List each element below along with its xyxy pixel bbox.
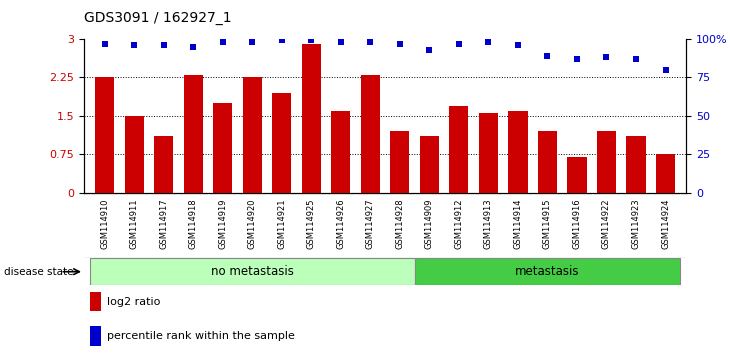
Bar: [95, 78, 114, 193]
Text: GSM114918: GSM114918: [188, 198, 198, 249]
Point: [364, 39, 376, 45]
Point: [99, 41, 110, 46]
Point: [453, 41, 465, 46]
Text: GSM114926: GSM114926: [337, 198, 345, 249]
Point: [483, 39, 494, 45]
Bar: [154, 137, 173, 193]
Text: GSM114912: GSM114912: [454, 198, 464, 249]
Point: [571, 56, 583, 62]
Text: GSM114921: GSM114921: [277, 198, 286, 249]
Text: GSM114920: GSM114920: [247, 198, 257, 249]
Text: disease state: disease state: [4, 267, 73, 277]
Text: percentile rank within the sample: percentile rank within the sample: [107, 331, 295, 341]
Point: [660, 67, 672, 73]
Bar: [90, 326, 101, 346]
Bar: [391, 131, 410, 193]
Bar: [508, 111, 528, 193]
Point: [217, 39, 228, 45]
Text: log2 ratio: log2 ratio: [107, 297, 160, 307]
Text: GSM114924: GSM114924: [661, 198, 670, 249]
Text: GSM114928: GSM114928: [396, 198, 404, 249]
Text: GSM114919: GSM114919: [218, 198, 227, 249]
Text: GSM114925: GSM114925: [307, 198, 316, 249]
Bar: [331, 111, 350, 193]
Bar: [90, 292, 101, 311]
Bar: [597, 131, 616, 193]
Bar: [90, 258, 415, 285]
Bar: [125, 116, 144, 193]
Bar: [361, 75, 380, 193]
Point: [601, 55, 612, 60]
Text: GSM114913: GSM114913: [484, 198, 493, 249]
Bar: [479, 113, 498, 193]
Point: [512, 42, 523, 48]
Bar: [301, 44, 321, 193]
Bar: [183, 75, 203, 193]
Point: [630, 56, 642, 62]
Text: GDS3091 / 162927_1: GDS3091 / 162927_1: [84, 11, 231, 25]
Bar: [449, 106, 469, 193]
Text: GSM114916: GSM114916: [572, 198, 582, 249]
Point: [128, 42, 140, 48]
Text: GSM114911: GSM114911: [130, 198, 139, 249]
Point: [305, 38, 317, 43]
Bar: [272, 93, 291, 193]
Bar: [538, 131, 557, 193]
Text: GSM114923: GSM114923: [631, 198, 640, 249]
Bar: [415, 258, 680, 285]
Text: GSM114910: GSM114910: [100, 198, 109, 249]
Text: GSM114914: GSM114914: [513, 198, 523, 249]
Bar: [242, 78, 262, 193]
Point: [394, 41, 406, 46]
Point: [158, 42, 169, 48]
Point: [276, 38, 288, 43]
Text: GSM114917: GSM114917: [159, 198, 168, 249]
Bar: [567, 157, 587, 193]
Point: [423, 47, 435, 52]
Point: [188, 44, 199, 50]
Point: [542, 53, 553, 59]
Bar: [420, 137, 439, 193]
Bar: [213, 103, 232, 193]
Text: GSM114915: GSM114915: [543, 198, 552, 249]
Text: GSM114909: GSM114909: [425, 198, 434, 249]
Text: GSM114927: GSM114927: [366, 198, 374, 249]
Point: [335, 39, 347, 45]
Text: GSM114922: GSM114922: [602, 198, 611, 249]
Bar: [656, 154, 675, 193]
Text: no metastasis: no metastasis: [211, 265, 293, 278]
Bar: [626, 137, 645, 193]
Point: [247, 39, 258, 45]
Text: metastasis: metastasis: [515, 265, 580, 278]
